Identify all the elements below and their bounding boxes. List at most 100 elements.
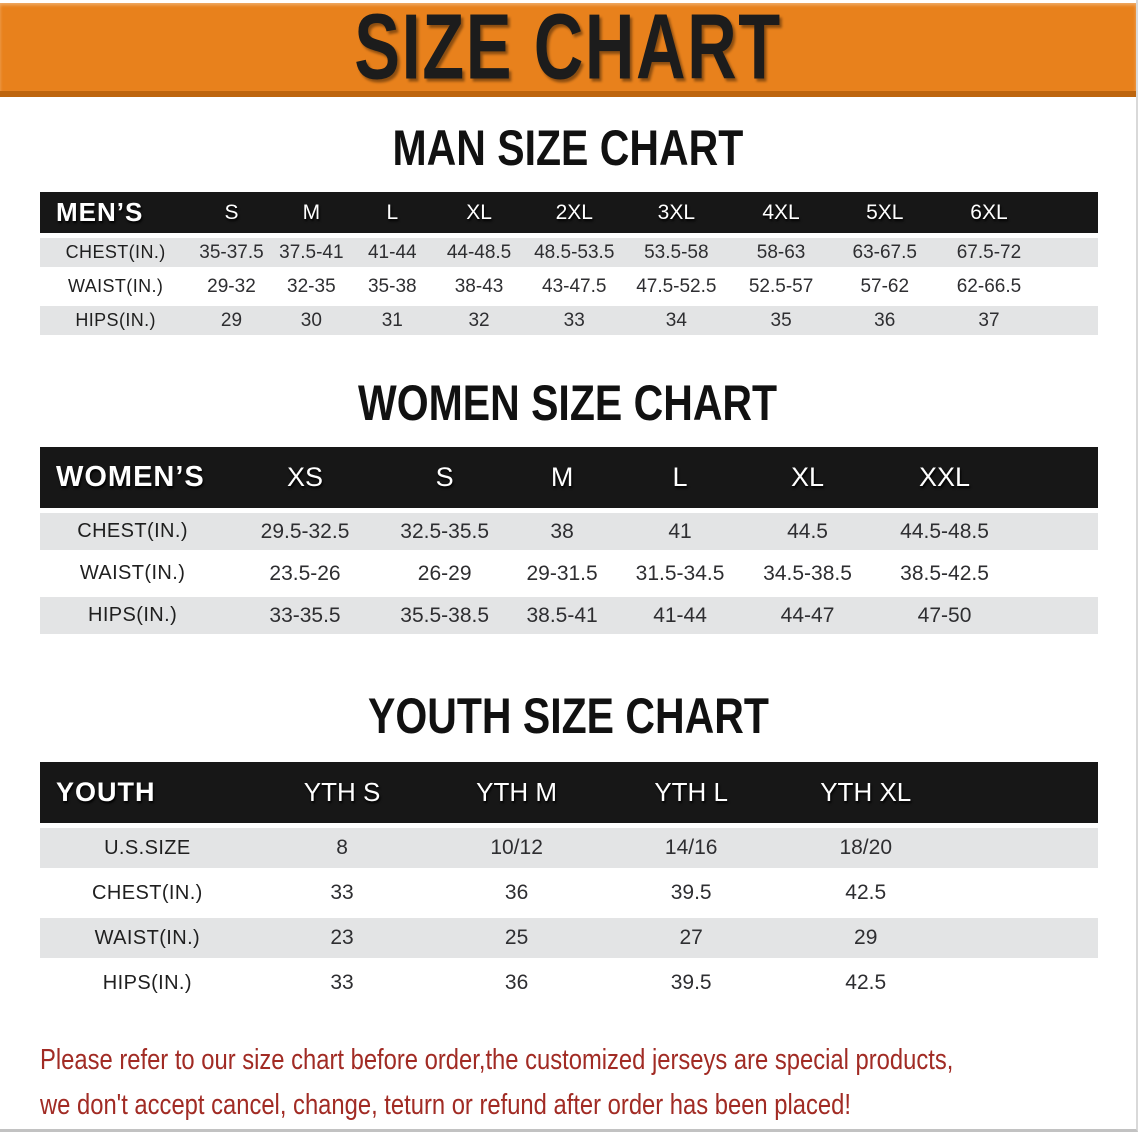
row-label: CHEST(IN.) — [40, 873, 255, 913]
size-value-cell: 44-48.5 — [433, 238, 525, 267]
youth-size-table: YOUTH YTH S YTH M YTH L YTH XL U.S.SIZE 8 10/12… — [40, 757, 1098, 1008]
size-value-cell: 38.5-41 — [504, 597, 620, 634]
filler-cell — [953, 963, 1098, 1003]
size-column-header: 4XL — [728, 192, 834, 233]
size-column-header: XS — [225, 447, 385, 508]
size-column-header: XL — [433, 192, 525, 233]
size-value-cell: 26-29 — [384, 555, 505, 592]
men-size-section: MAN SIZE CHART MEN’S S M L XL 2XL 3XL 4XL 5XL 6XL… — [0, 123, 1136, 340]
size-value-cell: 27 — [603, 918, 779, 958]
filler-cell — [953, 762, 1098, 823]
men-header-label: MEN’S — [40, 192, 192, 233]
size-value-cell: 35-37.5 — [191, 238, 272, 267]
row-label: HIPS(IN.) — [40, 306, 192, 335]
size-column-header: L — [351, 192, 434, 233]
size-value-cell: 35.5-38.5 — [384, 597, 505, 634]
filler-cell — [953, 918, 1098, 958]
women-section-title: WOMEN SIZE CHART — [358, 375, 778, 431]
size-value-cell: 47-50 — [874, 597, 1015, 634]
size-column-header: M — [504, 447, 620, 508]
row-label: WAIST(IN.) — [40, 555, 226, 592]
size-value-cell: 32.5-35.5 — [384, 513, 505, 550]
banner: SIZE CHART — [0, 0, 1136, 97]
table-row: CHEST(IN.) 35-37.5 37.5-41 41-44 44-48.5 48.5… — [40, 238, 1098, 267]
filler-cell — [1041, 272, 1098, 301]
size-column-header: XL — [740, 447, 875, 508]
row-label: CHEST(IN.) — [40, 513, 226, 550]
row-label: HIPS(IN.) — [40, 597, 226, 634]
size-value-cell: 29 — [191, 306, 272, 335]
women-header-label: WOMEN’S — [40, 447, 226, 508]
youth-size-section: YOUTH SIZE CHART YOUTH YTH S YTH M YTH L YTH… — [0, 691, 1136, 1008]
size-value-cell: 53.5-58 — [623, 238, 729, 267]
table-row: CHEST(IN.) 33 36 39.5 42.5 — [40, 873, 1098, 913]
size-value-cell: 33-35.5 — [225, 597, 385, 634]
size-value-cell: 41-44 — [351, 238, 434, 267]
size-value-cell: 25 — [429, 918, 604, 958]
size-value-cell: 23 — [254, 918, 430, 958]
size-value-cell: 35-38 — [351, 272, 434, 301]
table-row: HIPS(IN.) 29 30 31 32 33 34 35 36 37 — [40, 306, 1098, 335]
filler-cell — [1014, 555, 1098, 592]
size-column-header: M — [271, 192, 352, 233]
size-column-header: YTH L — [603, 762, 779, 823]
men-header-row: MEN’S S M L XL 2XL 3XL 4XL 5XL 6XL — [40, 192, 1098, 233]
filler-cell — [1014, 447, 1098, 508]
size-value-cell: 32-35 — [271, 272, 352, 301]
size-value-cell: 39.5 — [603, 963, 779, 1003]
size-value-cell: 41 — [619, 513, 741, 550]
size-value-cell: 67.5-72 — [936, 238, 1042, 267]
men-size-table: MEN’S S M L XL 2XL 3XL 4XL 5XL 6XL CHEST(IN.) 35-37… — [40, 187, 1098, 340]
size-value-cell: 38-43 — [433, 272, 525, 301]
table-row: HIPS(IN.) 33 36 39.5 42.5 — [40, 963, 1098, 1003]
size-value-cell: 62-66.5 — [936, 272, 1042, 301]
size-value-cell: 43-47.5 — [524, 272, 624, 301]
size-column-header: YTH M — [429, 762, 604, 823]
size-value-cell: 41-44 — [619, 597, 741, 634]
size-column-header: S — [384, 447, 505, 508]
filler-cell — [1014, 513, 1098, 550]
women-header-row: WOMEN’S XS S M L XL XXL — [40, 447, 1098, 508]
filler-cell — [1014, 597, 1098, 634]
size-column-header: 2XL — [524, 192, 624, 233]
filler-cell — [1041, 238, 1098, 267]
size-value-cell: 31 — [351, 306, 434, 335]
size-value-cell: 18/20 — [778, 828, 954, 868]
size-value-cell: 39.5 — [603, 873, 779, 913]
size-value-cell: 29-31.5 — [504, 555, 620, 592]
size-value-cell: 29 — [778, 918, 954, 958]
size-value-cell: 58-63 — [728, 238, 834, 267]
size-value-cell: 33 — [524, 306, 624, 335]
filler-cell — [953, 873, 1098, 913]
size-value-cell: 31.5-34.5 — [619, 555, 741, 592]
size-value-cell: 44.5-48.5 — [874, 513, 1015, 550]
youth-header-label: YOUTH — [40, 762, 255, 823]
size-value-cell: 38.5-42.5 — [874, 555, 1015, 592]
size-value-cell: 37.5-41 — [271, 238, 352, 267]
order-notice: Please refer to our size chart before or… — [40, 1038, 1136, 1128]
filler-cell — [1041, 306, 1098, 335]
row-label: WAIST(IN.) — [40, 918, 255, 958]
youth-section-title: YOUTH SIZE CHART — [367, 688, 769, 744]
size-value-cell: 52.5-57 — [728, 272, 834, 301]
size-value-cell: 42.5 — [778, 873, 954, 913]
size-value-cell: 35 — [728, 306, 834, 335]
size-column-header: 3XL — [623, 192, 729, 233]
youth-header-row: YOUTH YTH S YTH M YTH L YTH XL — [40, 762, 1098, 823]
size-value-cell: 38 — [504, 513, 620, 550]
size-value-cell: 14/16 — [603, 828, 779, 868]
size-value-cell: 63-67.5 — [833, 238, 937, 267]
size-value-cell: 34.5-38.5 — [740, 555, 875, 592]
filler-cell — [953, 828, 1098, 868]
size-column-header: 5XL — [833, 192, 937, 233]
notice-line-1: Please refer to our size chart before or… — [40, 1044, 954, 1076]
size-column-header: YTH S — [254, 762, 430, 823]
size-value-cell: 29-32 — [191, 272, 272, 301]
size-value-cell: 32 — [433, 306, 525, 335]
size-column-header: L — [619, 447, 741, 508]
size-value-cell: 42.5 — [778, 963, 954, 1003]
size-column-header: XXL — [874, 447, 1015, 508]
size-value-cell: 44.5 — [740, 513, 875, 550]
women-size-table: WOMEN’S XS S M L XL XXL CHEST(IN.) 29.5-32.5 32.5… — [40, 442, 1098, 639]
table-row: HIPS(IN.) 33-35.5 35.5-38.5 38.5-41 41-44 44-… — [40, 597, 1098, 634]
